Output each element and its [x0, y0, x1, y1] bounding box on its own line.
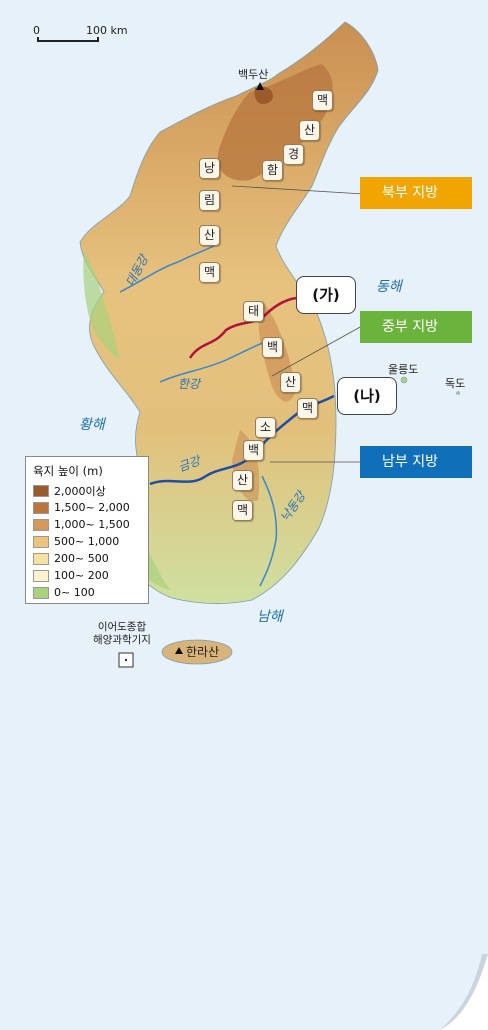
legend-swatch: [33, 586, 49, 599]
dokdo-island: [456, 391, 460, 395]
legend-item: 100~ 200: [33, 567, 148, 584]
central-region-pointer: [271, 325, 363, 377]
legend-item: 1,000~ 1,500: [33, 516, 148, 533]
central-region-label: 중부 지방: [360, 311, 472, 343]
legend-item-label: 100~ 200: [54, 569, 109, 582]
page-curl-icon: [440, 954, 488, 1030]
taebaek-mountain-char: 산: [280, 372, 301, 393]
legend-item-label: 200~ 500: [54, 552, 109, 565]
highland-north: [217, 64, 333, 181]
nangnim-mountain-char: 림: [199, 190, 220, 211]
taebaek-mountain-char: 백: [262, 337, 283, 358]
legend-item: 200~ 500: [33, 550, 148, 567]
legend-item-label: 1,000~ 1,500: [54, 518, 130, 531]
hamgyeong-mountain-char: 함: [262, 160, 283, 181]
nangnim-mountain-char: 산: [199, 225, 220, 246]
han-river-label: 한강: [178, 377, 201, 391]
legend-item: 500~ 1,000: [33, 533, 148, 550]
north-region-label: 북부 지방: [360, 177, 472, 209]
baekdu-peak-marker: [256, 82, 264, 90]
legend-swatch: [33, 484, 49, 497]
scale-bar: [37, 37, 99, 42]
north-region-pointer: [231, 185, 365, 195]
boundary-line-ga: [188, 296, 297, 359]
legend-swatch: [33, 518, 49, 531]
sobaek-mountain-char: 백: [243, 440, 264, 461]
legend-swatch: [33, 552, 49, 565]
ulleungdo-label: 울릉도: [388, 363, 419, 376]
ieodo-station-label: 이어도종합 해양과학기지: [93, 621, 151, 646]
halla-label: 한라산: [186, 645, 220, 659]
legend-item-label: 500~ 1,000: [54, 535, 120, 548]
legend-rows: 2,000이상 1,500~ 2,000 1,000~ 1,500 500~ 1,00…: [33, 482, 148, 601]
callout-ga: (가): [296, 276, 356, 314]
taebaek-mountain-char: 맥: [297, 398, 318, 419]
legend-swatch: [33, 501, 49, 514]
hamgyeong-mountain-char: 경: [283, 144, 304, 165]
scale-min-label: 0: [33, 24, 40, 37]
han-river-line: [159, 339, 271, 383]
callout-na: (나): [337, 377, 397, 415]
hamgyeong-mountain-char: 맥: [312, 90, 333, 111]
baekdu-label: 백두산: [238, 68, 269, 81]
sobaek-mountain-char: 소: [255, 417, 276, 438]
lowland-west: [83, 250, 120, 360]
sobaek-mountain-char: 맥: [232, 500, 253, 521]
highland-baekdu: [254, 86, 273, 104]
yellow-sea-label: 황해: [79, 417, 105, 433]
nangnim-mountain-char: 맥: [199, 262, 220, 283]
taebaek-mountain-char: 태: [243, 301, 264, 322]
nakdong-river-line: [259, 475, 278, 587]
south-region-label: 남부 지방: [360, 446, 472, 478]
halla-peak-marker: [175, 647, 183, 654]
south-sea-label: 남해: [257, 609, 283, 625]
legend-item: 0~ 100: [33, 584, 148, 601]
legend-swatch: [33, 569, 49, 582]
jeju-island: [161, 639, 233, 665]
legend-swatch: [33, 535, 49, 548]
legend-item-label: 1,500~ 2,000: [54, 501, 130, 514]
dokdo-label: 독도: [445, 377, 466, 390]
legend-item: 2,000이상: [33, 482, 148, 499]
scale-max-label: 100 km: [86, 24, 128, 37]
ulleungdo-island: [400, 376, 408, 384]
sobaek-mountain-char: 산: [232, 470, 253, 491]
hamgyeong-mountain-char: 산: [299, 120, 320, 141]
legend-item-label: 0~ 100: [54, 586, 95, 599]
daedong-river-line: [119, 243, 219, 293]
nangnim-mountain-char: 낭: [199, 158, 220, 179]
east-sea-label: 동해: [376, 279, 402, 295]
elevation-legend: 육지 높이 (m) 2,000이상 1,500~ 2,000 1,000~ 1,50…: [25, 456, 149, 604]
legend-item-label: 2,000이상: [54, 484, 106, 498]
legend-item: 1,500~ 2,000: [33, 499, 148, 516]
legend-title: 육지 높이 (m): [33, 464, 103, 478]
